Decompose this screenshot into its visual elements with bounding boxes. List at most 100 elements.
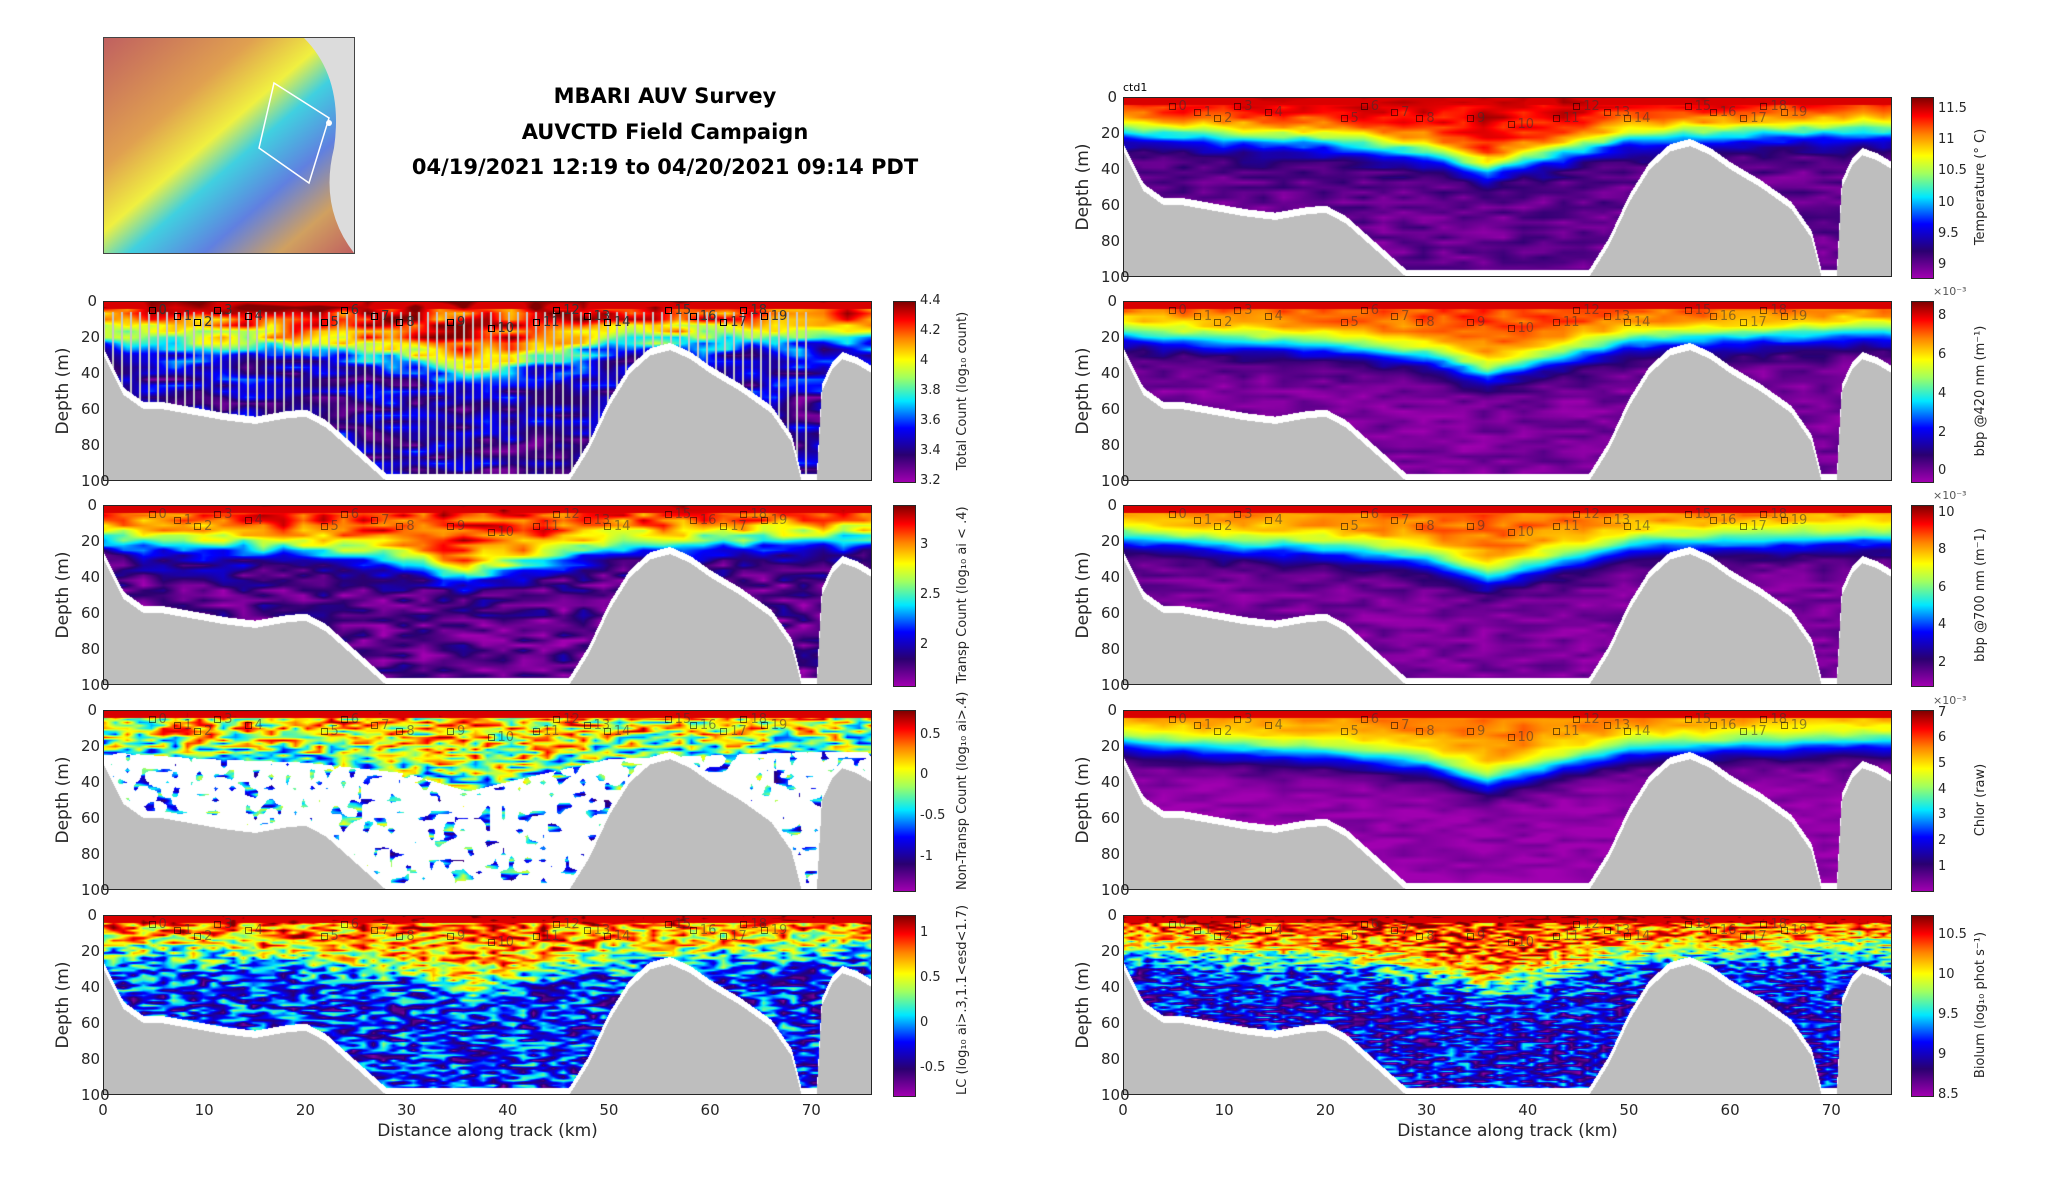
station-label: 13 (1613, 718, 1631, 733)
station-label: 6 (350, 917, 360, 932)
station-label: 1 (1203, 309, 1213, 324)
station-marker: 3 (1234, 917, 1253, 932)
y-tick-label: 20 (1101, 737, 1121, 755)
station-square-icon (1340, 728, 1348, 735)
station-label: 1 (1203, 105, 1213, 120)
station-square-icon (173, 313, 181, 320)
station-square-icon (396, 319, 404, 326)
station-marker: 8 (1416, 315, 1435, 330)
station-marker: 18 (740, 712, 767, 727)
station-label: 17 (1750, 519, 1767, 534)
y-tick-label: 0 (87, 701, 97, 719)
y-axis-label: Depth (m) (1073, 551, 1093, 639)
station-marker: 10 (487, 525, 514, 540)
station-label: 13 (1613, 513, 1631, 528)
station-square-icon (1214, 523, 1222, 530)
colorbar-label: Total Count (log₁₀ count) (955, 311, 970, 471)
heatmap-panel-2: 0 1 2 3 4 5 6 7 8 9 10 11 12 13 14 15 16 17 18 19 (103, 710, 872, 890)
station-label: 19 (1790, 513, 1808, 528)
station-square-icon (603, 319, 611, 326)
station-square-icon (1603, 313, 1611, 320)
station-marker: 6 (340, 507, 359, 522)
station-marker: 6 (340, 917, 360, 932)
station-label: 14 (613, 315, 631, 330)
station-marker: 12 (1573, 99, 1600, 114)
y-tick-label: 100 (81, 1086, 110, 1104)
colorbar-tick-label: 0.5 (920, 726, 941, 742)
station-square-icon (1214, 319, 1222, 326)
station-square-icon (371, 927, 379, 934)
station-marker: 2 (194, 519, 212, 534)
y-tick-label: 40 (81, 773, 101, 791)
station-marker: 10 (1507, 730, 1534, 745)
y-tick-label: 40 (81, 568, 101, 586)
station-label: 10 (1517, 525, 1535, 540)
heatmap-panel-5: 0 1 2 3 4 5 6 7 8 9 10 11 12 13 14 15 16 17 18 19 (1123, 301, 1892, 481)
station-marker: 11 (1553, 519, 1580, 534)
station-square-icon (1709, 517, 1717, 524)
station-marker: 4 (1264, 718, 1283, 733)
station-marker: 10 (1507, 935, 1534, 950)
station-label: 12 (563, 507, 580, 522)
station-label: 3 (224, 712, 233, 727)
station-marker: 3 (1234, 712, 1253, 727)
station-label: 4 (1274, 923, 1283, 938)
station-square-icon (1740, 728, 1748, 735)
station-label: 16 (1719, 309, 1737, 324)
station-marker: 19 (1780, 309, 1807, 324)
station-marker: 8 (396, 315, 415, 330)
station-square-icon (1416, 523, 1424, 530)
x-tick-label: 50 (1619, 1101, 1639, 1119)
station-label: 9 (1477, 724, 1486, 739)
station-label: 4 (254, 923, 263, 938)
station-label: 6 (1370, 917, 1380, 932)
y-tick-label: 20 (1101, 942, 1121, 960)
station-square-icon (583, 927, 591, 934)
y-tick-label: 80 (1101, 436, 1121, 454)
station-square-icon (1214, 728, 1222, 735)
station-marker: 7 (371, 513, 389, 528)
station-label: 13 (1613, 309, 1631, 324)
station-marker: 7 (1391, 513, 1409, 528)
station-label: 13 (593, 923, 611, 938)
station-marker: 19 (760, 309, 787, 324)
station-square-icon (320, 319, 328, 326)
colorbar-tick-label: 11 (1938, 132, 1955, 148)
station-marker: 12 (553, 507, 580, 522)
station-label: 15 (674, 917, 692, 932)
station-square-icon (214, 307, 222, 314)
station-square-icon (1193, 927, 1201, 934)
colorbar-label: Temperature (° C) (1973, 128, 1988, 246)
station-label: 19 (770, 513, 788, 528)
station-label: 17 (730, 929, 747, 944)
station-label: 0 (1178, 507, 1187, 522)
station-square-icon (214, 511, 222, 518)
station-label: 15 (674, 712, 692, 727)
colorbar-7 (1911, 710, 1934, 892)
colorbar-tick-label: 7 (1938, 704, 1947, 720)
station-label: 2 (1224, 111, 1233, 126)
station-label: 7 (381, 718, 390, 733)
station-marker: 16 (689, 718, 716, 733)
station-square-icon (1360, 103, 1368, 110)
station-square-icon (194, 933, 202, 940)
station-label: 19 (1790, 923, 1808, 938)
station-label: 4 (254, 309, 263, 324)
station-marker: 12 (1573, 507, 1600, 522)
station-square-icon (447, 933, 455, 940)
station-square-icon (1709, 313, 1717, 320)
colorbar-tick-label: 0 (1938, 463, 1947, 479)
station-label: 11 (543, 519, 560, 534)
station-square-icon (1168, 307, 1176, 314)
map-inset (103, 37, 355, 254)
station-marker: 6 (1360, 917, 1380, 932)
station-label: 1 (183, 309, 193, 324)
heatmap-panel-3: 0 1 2 3 4 5 6 7 8 9 10 11 12 13 14 15 16 17 18 19 (103, 915, 872, 1095)
station-marker: 19 (1780, 923, 1808, 938)
station-label: 17 (730, 315, 747, 330)
station-marker: 5 (1340, 111, 1359, 126)
colorbar-exponent: ×10⁻³ (1933, 694, 1967, 707)
station-square-icon (320, 933, 328, 940)
station-square-icon (1340, 319, 1348, 326)
station-square-icon (1709, 722, 1717, 729)
